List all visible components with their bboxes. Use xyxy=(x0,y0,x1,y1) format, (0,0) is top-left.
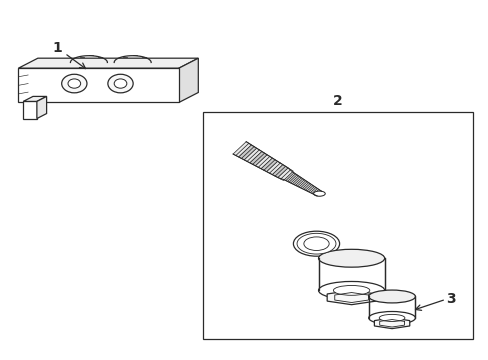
Polygon shape xyxy=(368,297,415,318)
Polygon shape xyxy=(313,189,320,195)
Polygon shape xyxy=(306,185,314,192)
Polygon shape xyxy=(277,168,293,180)
Ellipse shape xyxy=(368,290,415,303)
Polygon shape xyxy=(287,174,296,182)
Polygon shape xyxy=(249,152,266,166)
Polygon shape xyxy=(37,96,46,118)
Polygon shape xyxy=(19,68,179,103)
Polygon shape xyxy=(23,102,37,118)
Polygon shape xyxy=(292,177,301,185)
Ellipse shape xyxy=(379,314,404,321)
Polygon shape xyxy=(23,96,46,102)
Ellipse shape xyxy=(368,311,415,324)
Ellipse shape xyxy=(296,233,335,254)
Polygon shape xyxy=(261,158,277,172)
Circle shape xyxy=(108,74,133,93)
Polygon shape xyxy=(315,190,321,196)
Polygon shape xyxy=(300,182,308,189)
Polygon shape xyxy=(318,258,384,291)
Polygon shape xyxy=(266,161,283,175)
Polygon shape xyxy=(272,165,287,177)
Polygon shape xyxy=(179,58,198,103)
Ellipse shape xyxy=(314,192,324,196)
Circle shape xyxy=(114,79,126,88)
Polygon shape xyxy=(293,178,302,185)
Polygon shape xyxy=(284,172,293,181)
Polygon shape xyxy=(288,175,298,183)
Text: 2: 2 xyxy=(332,94,342,108)
Bar xyxy=(203,112,472,339)
Polygon shape xyxy=(311,189,318,194)
Polygon shape xyxy=(374,318,409,329)
Ellipse shape xyxy=(303,237,328,251)
Polygon shape xyxy=(304,184,311,190)
Text: 3: 3 xyxy=(446,292,455,306)
Polygon shape xyxy=(238,145,256,160)
Polygon shape xyxy=(233,141,251,157)
Ellipse shape xyxy=(318,249,384,267)
Circle shape xyxy=(68,79,81,88)
Ellipse shape xyxy=(318,282,384,299)
Polygon shape xyxy=(308,186,315,193)
Polygon shape xyxy=(302,183,309,189)
Text: 1: 1 xyxy=(52,41,62,55)
Polygon shape xyxy=(297,180,305,187)
Circle shape xyxy=(61,74,87,93)
Polygon shape xyxy=(305,185,312,191)
Polygon shape xyxy=(326,291,375,305)
Polygon shape xyxy=(244,148,262,163)
Polygon shape xyxy=(290,176,299,184)
Ellipse shape xyxy=(333,285,369,295)
Polygon shape xyxy=(310,188,317,193)
Polygon shape xyxy=(295,179,304,186)
Polygon shape xyxy=(19,58,198,68)
Ellipse shape xyxy=(293,231,339,256)
Polygon shape xyxy=(255,155,272,169)
Ellipse shape xyxy=(313,191,325,196)
Polygon shape xyxy=(298,181,306,188)
Polygon shape xyxy=(285,173,295,181)
